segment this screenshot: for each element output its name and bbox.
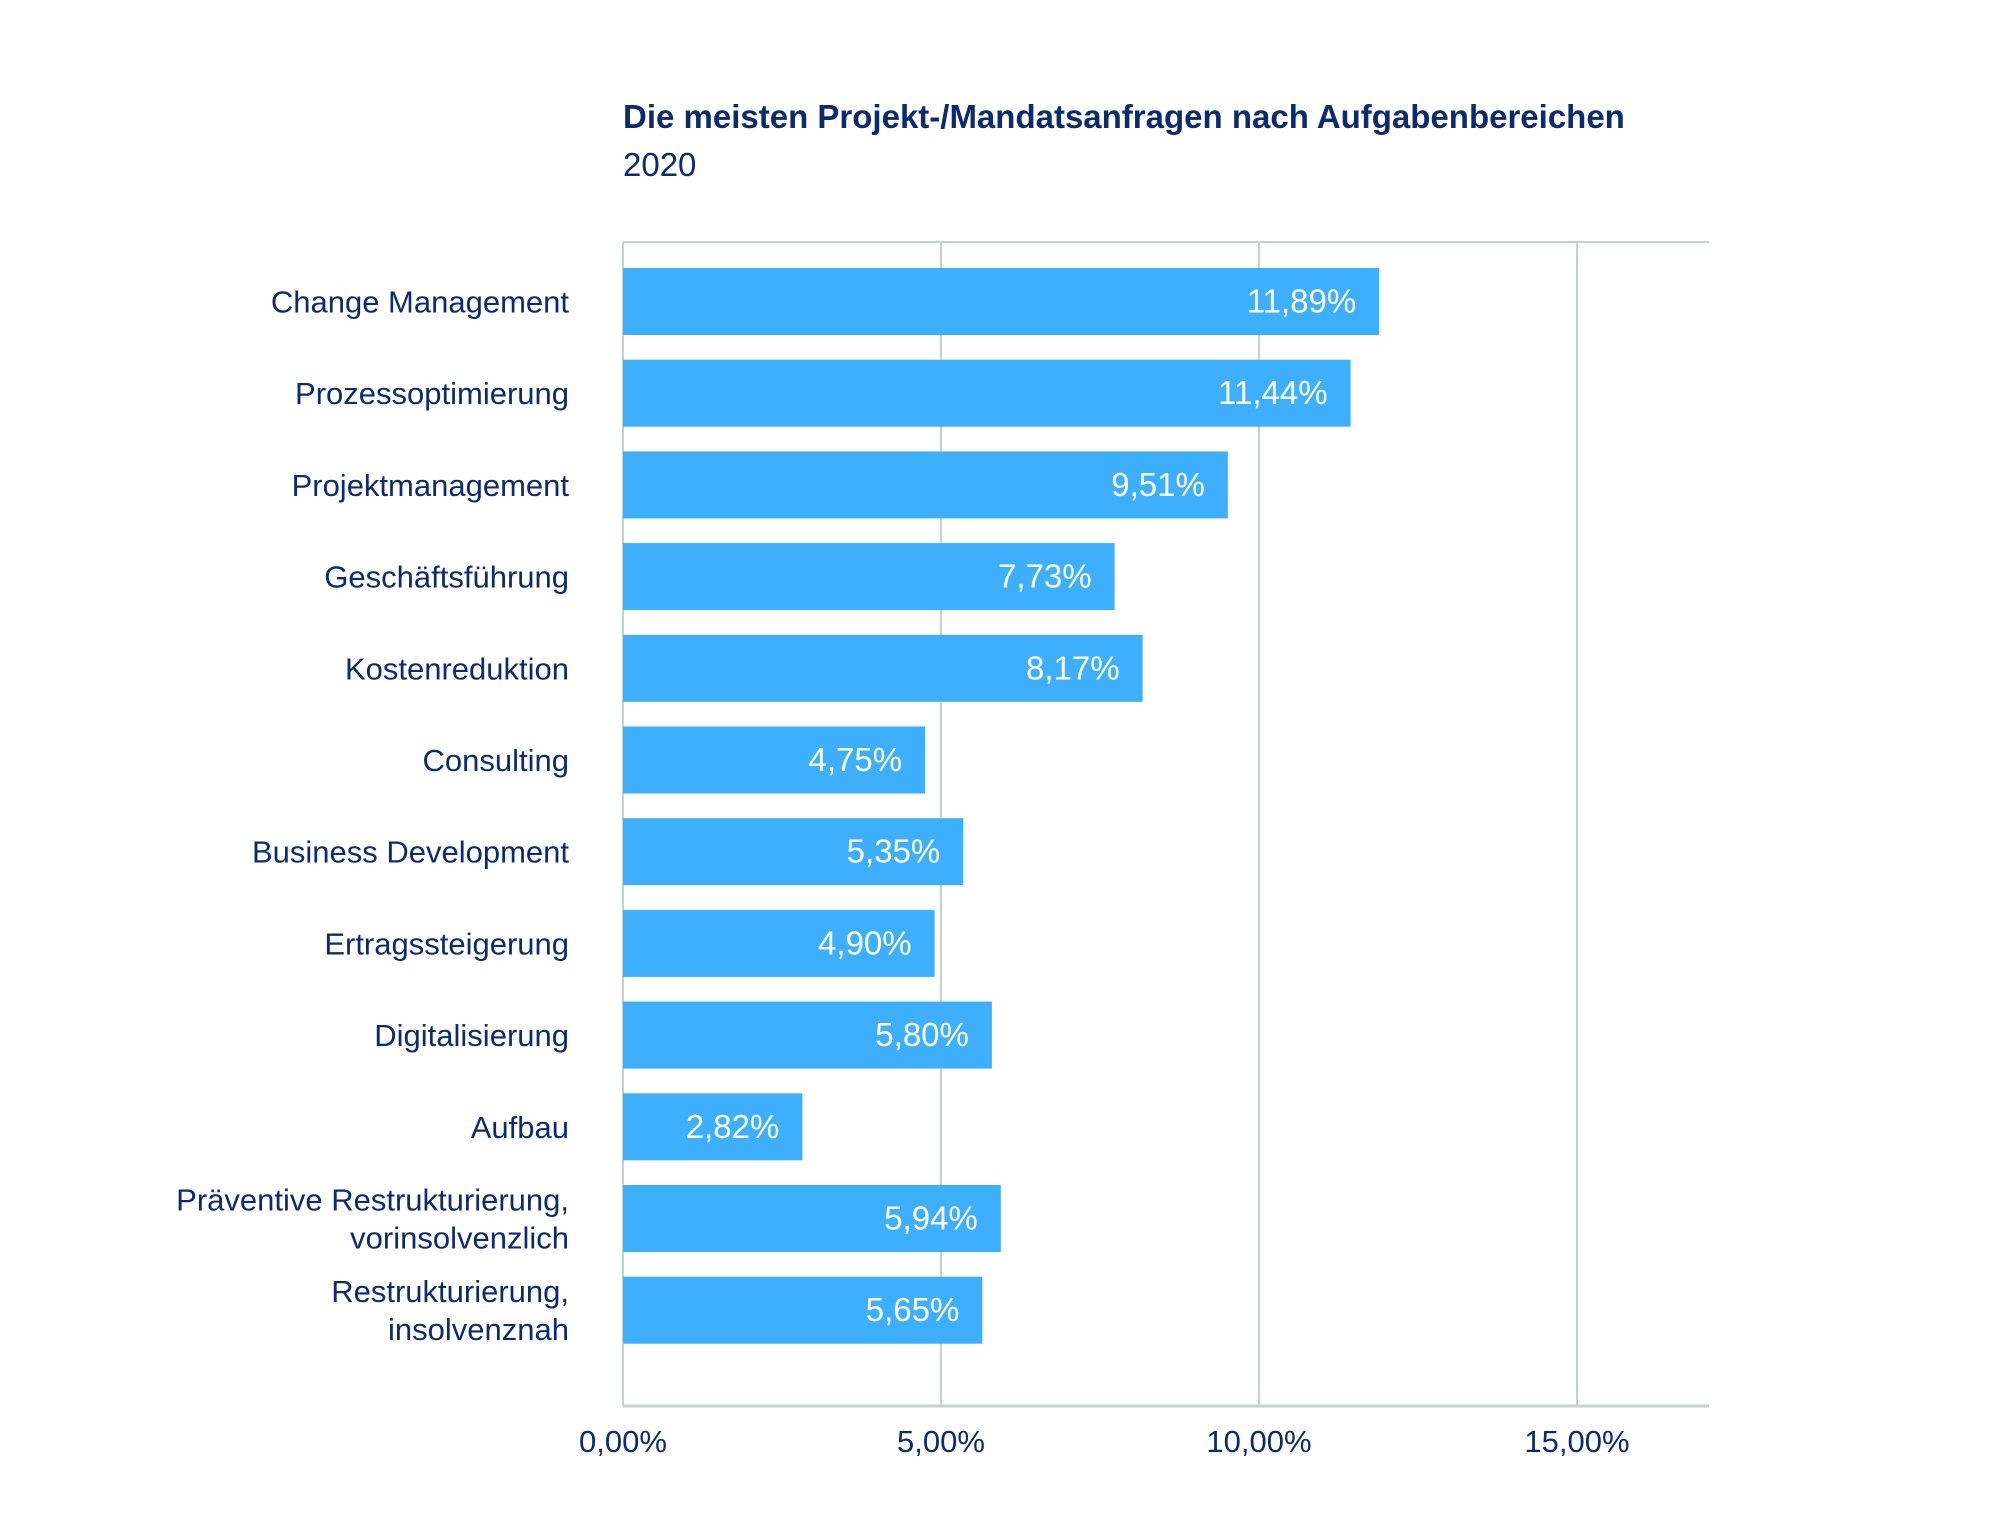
category-label: Consulting [423, 743, 569, 778]
bar [623, 818, 964, 886]
category-label: Aufbau [471, 1110, 569, 1145]
data-label: 11,44% [1218, 374, 1327, 411]
data-label: 5,35% [847, 833, 941, 870]
x-tick-label: 0,00% [579, 1424, 667, 1459]
bar [623, 1093, 803, 1161]
category-label: Ertragssteigerung [324, 926, 569, 961]
bar [623, 359, 1351, 427]
bar [623, 1185, 1001, 1252]
data-label: 11,89% [1247, 283, 1356, 320]
category-label: Business Development [252, 835, 569, 870]
category-label: Kostenreduktion [345, 651, 569, 686]
bar [623, 268, 1380, 335]
bar [623, 1276, 983, 1344]
category-label: Prozessoptimierung [295, 376, 569, 411]
category-label: Restrukturierung, insolvenznah [331, 1274, 569, 1347]
chart-title: Die meisten Projekt-/Mandatsanfragen nac… [623, 98, 1625, 135]
data-label: 7,73% [998, 558, 1092, 595]
chart-subtitle: 2020 [623, 146, 697, 183]
category-label: Geschäftsführung [324, 560, 569, 595]
category-label: Change Management [271, 285, 570, 320]
bar [623, 1001, 992, 1069]
bar [623, 634, 1143, 702]
category-label: Digitalisierung [374, 1018, 569, 1053]
category-label: Präventive Restrukturierung, vorinsolvenz… [176, 1183, 569, 1256]
x-tick-label: 15,00% [1524, 1424, 1629, 1459]
bar [623, 543, 1115, 611]
data-label: 4,90% [818, 924, 912, 961]
data-label: 2,82% [686, 1108, 780, 1145]
bar [623, 909, 935, 977]
data-label: 9,51% [1111, 466, 1205, 503]
bar [623, 451, 1228, 519]
x-tick-label: 10,00% [1206, 1424, 1311, 1459]
data-label: 5,65% [866, 1291, 960, 1328]
data-label: 8,17% [1026, 649, 1120, 686]
data-label: 4,75% [809, 741, 903, 778]
bar [623, 726, 926, 794]
data-label: 5,80% [875, 1016, 969, 1053]
x-tick-label: 5,00% [897, 1424, 985, 1459]
category-label: Projektmanagement [292, 468, 570, 503]
data-label: 5,94% [884, 1200, 978, 1237]
